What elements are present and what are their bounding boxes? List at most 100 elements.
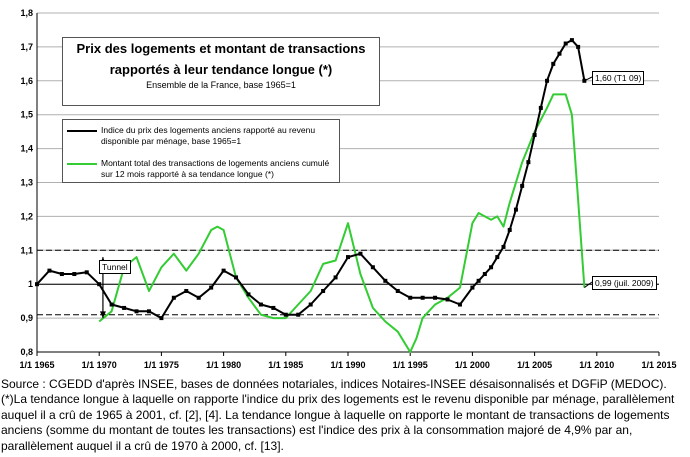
data-point	[35, 282, 39, 287]
x-tick-label: 1/1 1970	[82, 360, 117, 370]
reference-lines	[37, 249, 659, 316]
legend-swatch-black	[67, 130, 97, 132]
tunnel-arrowhead-down	[99, 311, 106, 319]
y-tick-label: 1,1	[20, 245, 33, 255]
data-point	[507, 227, 512, 232]
data-point	[196, 295, 201, 300]
legend-label-transactions: Montant total des transactions de logeme…	[101, 158, 330, 179]
data-point	[283, 312, 288, 317]
chart-title: Prix des logements et montant de transac…	[76, 41, 366, 56]
annotation-tunnel: Tunnel	[99, 260, 131, 274]
data-point	[383, 278, 388, 283]
data-point	[526, 160, 531, 165]
data-point	[171, 295, 176, 300]
annotation-connector	[584, 281, 593, 288]
data-point	[321, 288, 326, 293]
x-tick-label: 1/1 1975	[144, 360, 179, 370]
x-tick-label: 1/1 2010	[579, 360, 614, 370]
data-point	[532, 133, 537, 138]
data-point	[482, 272, 487, 277]
x-tick-label: 1/1 2000	[455, 360, 490, 370]
source-note: Source : CGEDD d'après INSEE, bases de d…	[1, 377, 689, 454]
data-point	[358, 251, 363, 256]
data-point	[209, 285, 214, 290]
tick-labels: 0,8 0,9 1 1,1 1,2 1,3 1,4 1,5 1,6 1,7 1,8 1/1 1965 1…	[19, 8, 676, 370]
data-point	[557, 51, 562, 56]
data-point	[370, 265, 375, 270]
data-point	[538, 105, 543, 110]
data-point	[495, 255, 500, 260]
data-point	[551, 61, 556, 66]
y-tick-label: 1,6	[20, 76, 33, 86]
y-tick-label: 1,8	[20, 8, 33, 18]
x-tick-label: 1/1 2015	[641, 360, 676, 370]
x-tick-label: 1/1 1985	[268, 360, 303, 370]
y-tick-label: 0,8	[20, 347, 33, 357]
data-point	[476, 278, 481, 283]
y-tick-label: 1,5	[20, 110, 33, 120]
legend-label-price: Indice du prix des logements anciens rap…	[101, 125, 316, 146]
data-point	[246, 292, 251, 297]
annotation-price-last: 1,60 (T1 09)	[592, 71, 645, 85]
data-point	[470, 285, 475, 290]
data-point	[234, 275, 239, 280]
data-point	[563, 41, 568, 46]
data-point	[296, 312, 301, 317]
data-point	[47, 268, 52, 273]
series-line	[36, 39, 586, 320]
x-tick-label: 1/1 1995	[393, 360, 428, 370]
data-point	[221, 268, 226, 273]
data-point	[59, 272, 64, 277]
chart-title-line2: rapportés à leur tendance longue (*)	[109, 62, 333, 77]
data-point	[489, 265, 494, 270]
data-point	[420, 295, 425, 300]
y-tick-label: 0,9	[20, 313, 33, 323]
data-point	[271, 305, 276, 310]
data-point	[346, 255, 350, 260]
chart-title-box: Prix des logements et montant de transac…	[62, 37, 380, 106]
series-price-index	[35, 38, 587, 321]
y-tick-label: 1,3	[20, 178, 33, 188]
data-point	[513, 207, 518, 212]
data-point	[501, 244, 506, 249]
y-tick-label: 1,7	[20, 42, 33, 52]
y-tick-label: 1,2	[20, 211, 33, 221]
data-point	[520, 183, 525, 188]
annotation-transactions-last: 0,99 (juil. 2009)	[592, 276, 657, 290]
series-transactions	[98, 93, 586, 353]
legend-swatch-green	[67, 163, 97, 165]
chart-subtitle: Ensemble de la France, base 1965=1	[146, 80, 296, 90]
y-tick-label: 1	[28, 279, 33, 289]
data-point	[569, 38, 574, 43]
data-point	[134, 309, 139, 314]
data-point	[545, 78, 550, 83]
y-tick-label: 1,4	[20, 144, 33, 154]
data-point	[408, 295, 413, 300]
data-point	[146, 309, 151, 314]
source-line: Source : CGEDD d'après INSEE, bases de d…	[1, 377, 667, 391]
data-point	[433, 295, 438, 300]
data-point	[308, 302, 313, 307]
data-point	[395, 288, 400, 293]
data-point	[84, 270, 89, 275]
legend: Indice du prix des logements anciens rap…	[62, 119, 340, 183]
x-tick-label: 1/1 1965	[19, 360, 54, 370]
data-point	[333, 275, 338, 280]
data-point	[159, 316, 164, 321]
x-tick-label: 1/1 1990	[330, 360, 365, 370]
data-point	[445, 297, 450, 302]
data-point	[457, 302, 462, 307]
data-point	[109, 302, 114, 307]
series-line	[98, 93, 586, 353]
data-point	[122, 305, 127, 310]
data-point	[258, 302, 263, 307]
x-tick-label: 1/1 1980	[206, 360, 241, 370]
x-tick-label: 1/1 2005	[517, 360, 552, 370]
annotation-connector	[584, 76, 593, 82]
data-point	[576, 44, 581, 49]
data-point	[184, 288, 189, 293]
axes	[36, 13, 660, 356]
data-point	[97, 282, 102, 287]
data-point	[72, 272, 77, 277]
footnote: (*)La tendance longue à laquelle on rapp…	[1, 392, 675, 453]
